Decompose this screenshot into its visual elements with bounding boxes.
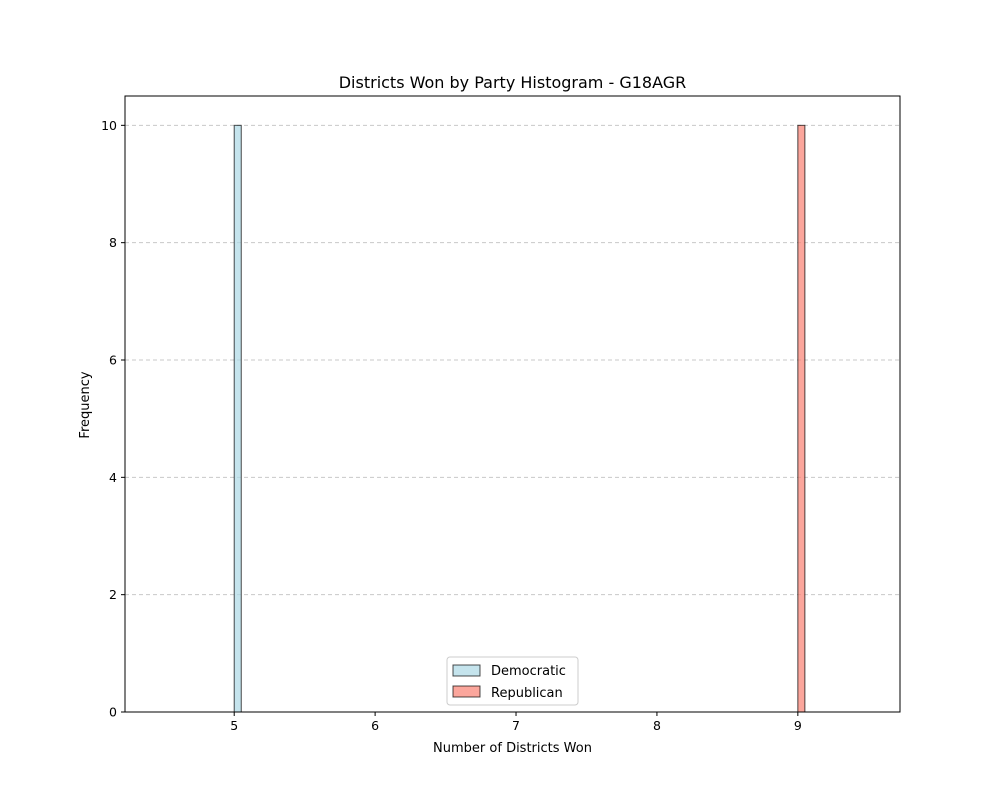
- chart-title: Districts Won by Party Histogram - G18AG…: [339, 73, 687, 92]
- bar-republican: [797, 124, 806, 713]
- y-tick-label: 10: [101, 118, 117, 133]
- x-tick-label: 7: [512, 718, 520, 733]
- x-tick-label: 8: [653, 718, 661, 733]
- y-tick-label: 0: [109, 705, 117, 720]
- legend: Democratic Republican: [446, 656, 579, 706]
- legend-swatch-republican: [452, 685, 481, 698]
- x-tick-label: 5: [230, 718, 238, 733]
- y-gridlines: [125, 124, 900, 596]
- x-axis-ticks: 5 6 7 8 9: [230, 712, 802, 733]
- bar-democratic: [233, 124, 242, 713]
- y-tick-label: 2: [109, 587, 117, 602]
- x-tick-label: 9: [794, 718, 802, 733]
- plot-frame: [124, 95, 901, 713]
- x-axis-label: Number of Districts Won: [433, 741, 592, 756]
- legend-label-democratic: Democratic: [491, 664, 566, 679]
- y-axis-ticks: 0 2 4 6 8 10: [101, 118, 125, 720]
- legend-label-republican: Republican: [491, 686, 563, 701]
- legend-swatch-democratic: [452, 664, 481, 677]
- x-tick-label: 6: [371, 718, 379, 733]
- y-tick-label: 6: [109, 353, 117, 368]
- y-tick-label: 4: [109, 470, 117, 485]
- histogram-bars: [233, 124, 806, 713]
- y-axis-label: Frequency: [78, 371, 93, 438]
- y-tick-label: 8: [109, 235, 117, 250]
